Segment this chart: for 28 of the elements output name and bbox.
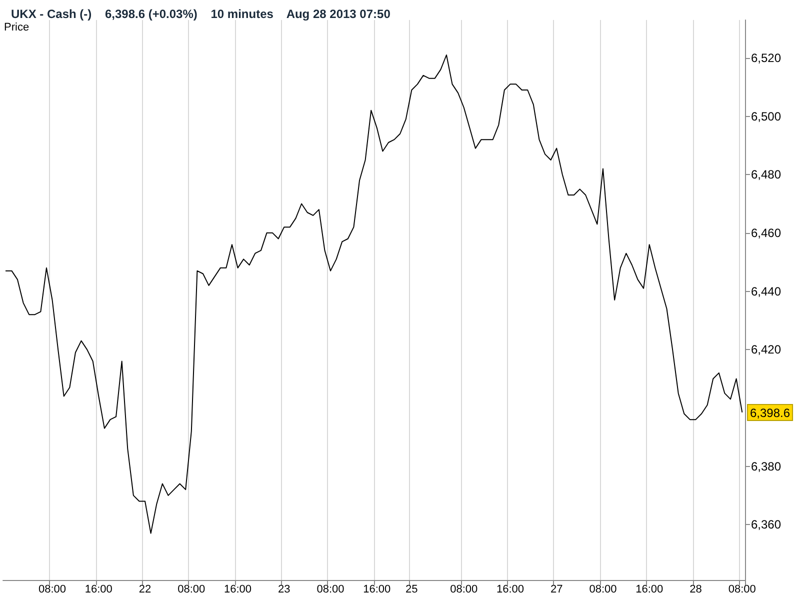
- x-tick-label: 22: [138, 584, 152, 596]
- line-series: [5, 54, 743, 534]
- x-tick-label: 08:00: [178, 584, 206, 596]
- x-tick-label: 08:00: [316, 584, 344, 596]
- y-tick-label: 6,420: [751, 342, 782, 357]
- x-tick-label: 16:00: [636, 584, 664, 596]
- y-tick-label: 6,460: [751, 226, 782, 240]
- x-tick-label: 16:00: [363, 584, 391, 596]
- x-tick-label: 08:00: [589, 584, 617, 596]
- chart-title: UKX - Cash (-) 6,398.6 (+0.03%) 10 minutes Aug 28 2013 07:50: [11, 7, 391, 21]
- x-tick-label: 16:00: [224, 584, 252, 596]
- y-tick-label: 6,440: [751, 284, 782, 298]
- text: 6,398.6: [750, 406, 790, 420]
- x-tick-label: 23: [278, 584, 290, 596]
- y-tick-label: 6,480: [751, 168, 782, 182]
- y-tick-label: 6,500: [751, 109, 782, 124]
- x-tick-label: 08:00: [38, 584, 66, 596]
- x-tick-label: 27: [550, 584, 563, 596]
- x-tick-label: 08:00: [728, 584, 756, 596]
- x-tick-label: 08:00: [450, 584, 478, 596]
- x-tick-label: 16:00: [84, 584, 112, 596]
- x-tick-label: 16:00: [496, 584, 524, 596]
- y-axis-title: Price: [4, 22, 30, 34]
- y-tick-label: 6,380: [751, 459, 782, 474]
- y-tick-label: 6,360: [751, 518, 782, 532]
- x-tick-label: 25: [406, 584, 418, 596]
- y-tick-label: 6,520: [751, 50, 782, 65]
- x-tick-label: 28: [690, 584, 702, 596]
